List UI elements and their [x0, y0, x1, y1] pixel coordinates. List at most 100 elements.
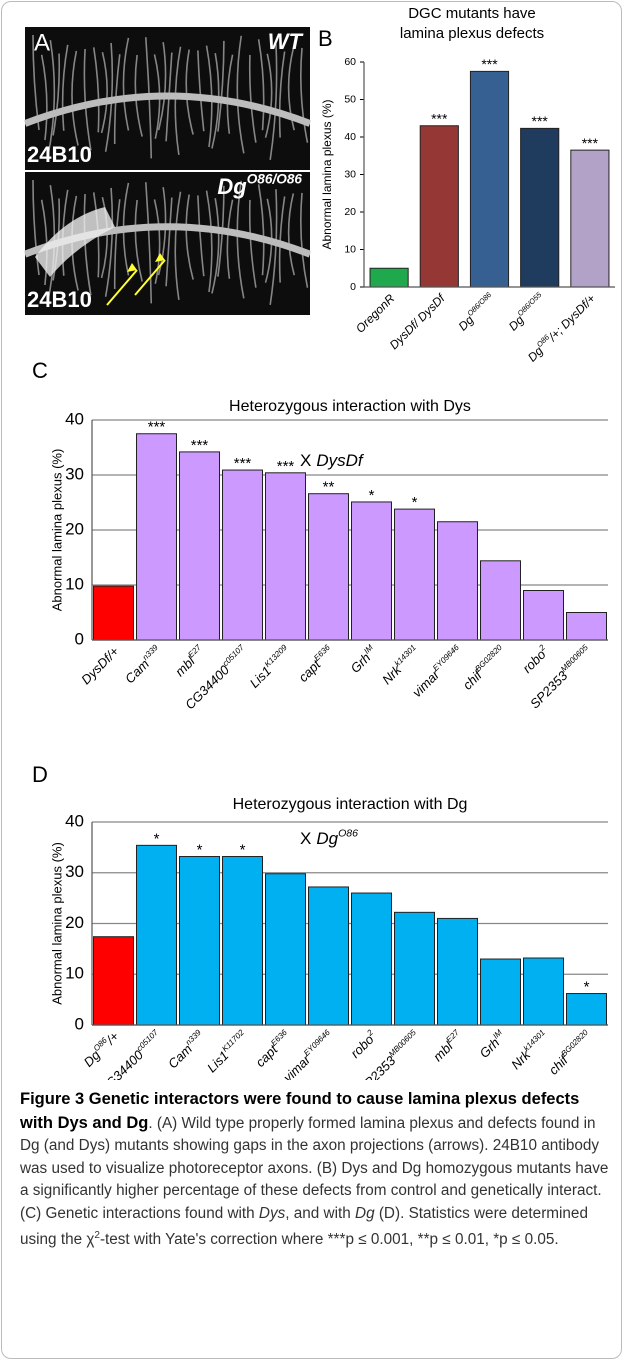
x-tick-label: GrhIM [347, 643, 380, 676]
y-axis-label: Abnormal lamina plexus (%) [49, 449, 64, 612]
text-part: Dg [316, 829, 338, 848]
x-tick-label: Lis1K13209 [246, 643, 294, 691]
text-part: DysDf/+ [78, 644, 122, 688]
superscript: E636 [312, 643, 332, 663]
significance: *** [532, 113, 549, 129]
bar [438, 522, 478, 640]
significance: *** [431, 110, 448, 126]
bar [94, 937, 134, 1025]
text-part: Dg [217, 174, 247, 199]
y-axis-label: Abnormal lamina plexus (%) [320, 99, 334, 249]
genotype-label: WT [268, 29, 304, 54]
superscript: K11702 [220, 1028, 246, 1054]
superscript: EY09646 [302, 1028, 332, 1058]
x-tick-label: DysDf/ DysDf [387, 290, 449, 352]
significance: * [412, 494, 418, 511]
y-tick-label: 0 [75, 629, 84, 648]
bar [180, 452, 220, 640]
bar [223, 470, 263, 640]
x-tick-label: DgO86/O86 [455, 290, 499, 334]
bar [180, 857, 220, 1025]
bar [352, 502, 392, 640]
significance: *** [481, 56, 498, 72]
superscript: n339 [184, 1028, 203, 1047]
superscript: K13209 [263, 643, 289, 669]
significance: ** [323, 479, 335, 496]
y-tick-label: 60 [344, 56, 356, 68]
superscript: BG02820 [560, 1028, 591, 1059]
x-tick-label: Camn339 [164, 1028, 208, 1072]
annotation-prefix: X [300, 451, 311, 470]
significance: * [197, 841, 203, 858]
panel-label: D [32, 762, 48, 787]
text-part: SP2353 [527, 668, 571, 712]
x-tick-label: Camn339 [121, 643, 165, 687]
significance: * [240, 841, 246, 858]
superscript: k14301 [522, 1028, 547, 1053]
bar [266, 874, 306, 1025]
y-tick-label: 30 [65, 862, 84, 881]
annotation: X DysDf [300, 451, 365, 470]
superscript: BG02820 [474, 643, 505, 674]
y-tick-label: 30 [65, 464, 84, 483]
caption-text: Dg [355, 1205, 375, 1222]
chart-title: Heterozygous interaction with Dys [229, 398, 471, 415]
panel-label: C [32, 358, 48, 383]
text-part: DysDf/ DysDf [387, 290, 449, 352]
superscript: E27 [186, 643, 203, 660]
superscript: k14301 [393, 643, 418, 668]
y-tick-label: 30 [344, 168, 356, 180]
x-tick-label: DysDf/+ [78, 644, 122, 688]
page: {"panel_a": {"label": "A", "images": [ {… [0, 0, 625, 1362]
significance: *** [191, 437, 209, 454]
x-tick-label: mblE27 [430, 1028, 467, 1065]
x-tick-label: chifBG02820 [459, 643, 509, 693]
bar [438, 918, 478, 1025]
x-tick-label: captE636 [295, 643, 338, 686]
bar [481, 561, 521, 640]
bar [352, 893, 392, 1025]
text-part: OregonR [353, 291, 398, 336]
y-tick-label: 10 [344, 243, 356, 255]
superscript: E27 [444, 1028, 461, 1045]
caption-text: Dys [259, 1205, 285, 1222]
x-tick-label: robo2 [519, 643, 552, 676]
x-tick-label: robo2 [347, 1028, 380, 1061]
superscript: O86/O55 [516, 290, 544, 318]
annotation-genotype: DgO86 [316, 827, 358, 848]
bar [309, 494, 349, 640]
bar [395, 509, 435, 640]
chart-title: lamina plexus defects [400, 25, 544, 42]
superscript: n339 [141, 643, 160, 662]
caption: Figure 3 Genetic interactors were found … [20, 1088, 610, 1252]
bar [137, 845, 177, 1025]
superscript: EY09646 [431, 643, 461, 673]
bar [481, 959, 521, 1025]
bar [567, 994, 607, 1025]
bar [223, 857, 263, 1025]
y-tick-label: 50 [344, 93, 356, 105]
caption-text: -test with Yate's correction where ***p … [100, 1231, 559, 1248]
y-tick-label: 20 [65, 519, 84, 538]
superscript: c05107 [221, 643, 246, 668]
text-part: DysDf [316, 451, 365, 470]
significance: *** [148, 419, 166, 436]
text-part: WT [268, 29, 304, 54]
bar [567, 613, 607, 641]
superscript: MB00605 [559, 643, 590, 674]
significance: *** [582, 135, 599, 151]
y-tick-label: 20 [344, 206, 356, 218]
superscript: c05107 [135, 1028, 160, 1053]
y-tick-label: 10 [65, 574, 84, 593]
x-tick-label: chifBG02820 [545, 1028, 595, 1078]
bar [266, 473, 306, 640]
superscript: O86/O86 [465, 290, 493, 318]
annotation-genotype: DysDf [316, 451, 365, 470]
x-tick-label: Lis1K11702 [203, 1028, 251, 1076]
bar [420, 126, 458, 287]
bar [524, 958, 564, 1025]
x-tick-label: Nrkk14301 [508, 1028, 552, 1072]
stain-label: 24B10 [27, 142, 92, 167]
